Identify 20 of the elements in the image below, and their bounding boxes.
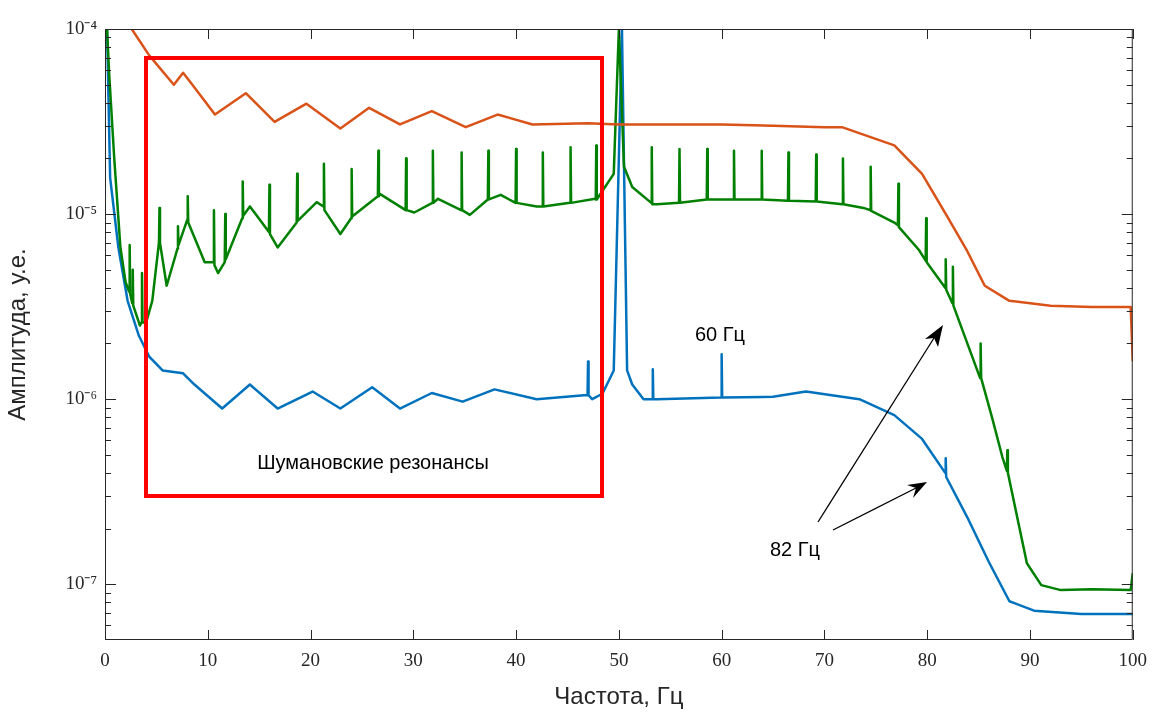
x-tick-label: 20 xyxy=(301,649,321,671)
x-tick-label: 90 xyxy=(1020,649,1040,671)
x-tick-label: 50 xyxy=(609,649,629,671)
y-tick-label: 10⁻⁶ xyxy=(65,387,97,409)
y-axis-title: Амплитуда, у.е. xyxy=(3,248,31,421)
y-tick-label: 10⁻⁴ xyxy=(65,16,98,38)
x-tick-label: 60 xyxy=(712,649,732,671)
x-tick-label: 0 xyxy=(100,649,110,671)
y-tick-label: 10⁻⁷ xyxy=(65,572,97,594)
x-tick-label: 80 xyxy=(917,649,937,671)
x-tick-label: 70 xyxy=(814,649,834,671)
annotation: 82 Гц xyxy=(769,537,821,560)
x-axis-title: Частота, Гц xyxy=(554,682,684,710)
x-tick-label: 40 xyxy=(506,649,526,671)
x-tick-label: 30 xyxy=(403,649,423,671)
y-tick-label: 10⁻⁵ xyxy=(65,202,97,224)
x-tick-label: 100 xyxy=(1118,649,1147,671)
x-tick-label: 10 xyxy=(198,649,218,671)
annotation: 60 Гц xyxy=(694,322,746,345)
annotation: Шумановские резонансы xyxy=(257,450,489,473)
